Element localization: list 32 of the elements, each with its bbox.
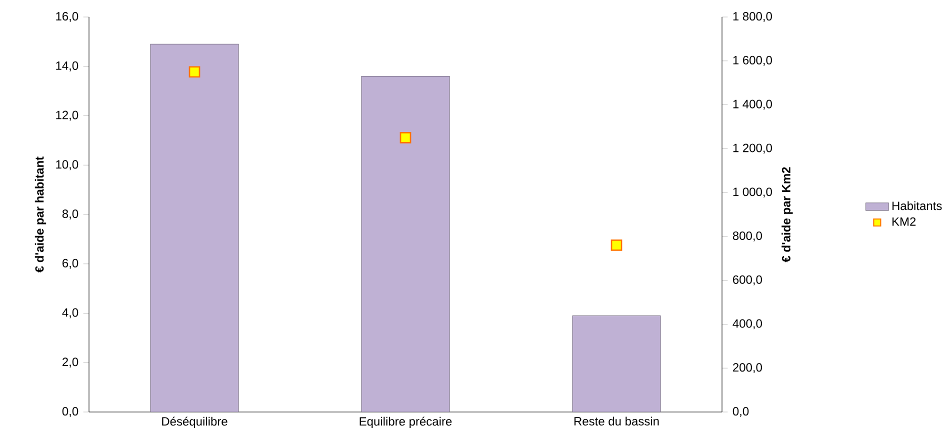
y-axis-title: € d'aide par habitant <box>34 156 46 273</box>
y2-axis-title: € d'aide par Km2 <box>782 167 793 262</box>
y2-tick-label: 1 600,0 <box>733 56 772 66</box>
y2-tick-label: 400,0 <box>732 319 762 330</box>
y2-tick-label: 600,0 <box>733 275 762 286</box>
point <box>400 132 412 144</box>
x-tick-label: Déséquilibre <box>162 416 228 428</box>
bar <box>361 76 450 412</box>
y-tick-label: 2,0 <box>62 358 78 368</box>
bar <box>150 44 239 412</box>
legend-label: KM2 <box>892 217 916 226</box>
legend-label: Habitants <box>892 201 942 210</box>
y2-tick-label: 0,0 <box>732 407 749 417</box>
y2-tick-label: 1 800,0 <box>733 12 772 22</box>
x-tick-label: Reste du bassin <box>574 416 659 426</box>
y-tick-label: 8,0 <box>62 210 78 220</box>
y-tick-label: 16,0 <box>56 12 78 22</box>
y2-tick-label: 1 400,0 <box>733 100 772 110</box>
y-tick-label: 10,0 <box>56 160 78 170</box>
y-tick-label: 4,0 <box>62 308 78 318</box>
y2-tick-label: 1 000,0 <box>733 188 772 198</box>
y-tick-label: 14,0 <box>56 61 78 72</box>
y-tick-label: 0,0 <box>62 407 78 417</box>
y2-tick-label: 1 200,0 <box>733 144 772 154</box>
y-tick-label: 6,0 <box>62 258 78 269</box>
bar <box>572 315 661 412</box>
point <box>610 240 622 251</box>
point <box>188 66 200 78</box>
y2-tick-label: 200,0 <box>733 363 762 374</box>
x-tick-label: Equilibre précaire <box>360 416 452 428</box>
y2-tick-label: 800,0 <box>732 231 762 242</box>
y-tick-label: 12,0 <box>56 110 78 121</box>
